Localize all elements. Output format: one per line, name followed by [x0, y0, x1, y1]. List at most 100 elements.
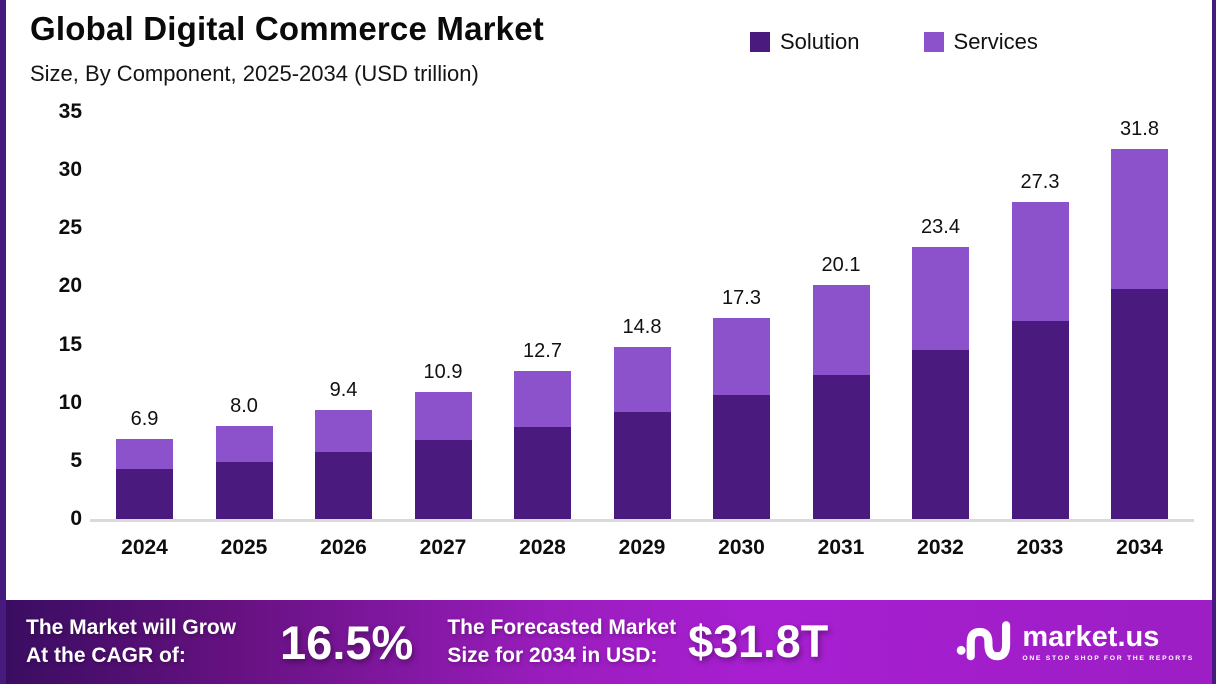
- bar-total-label: 20.1: [821, 254, 861, 277]
- bar-total-label: 14.8: [622, 315, 662, 338]
- bar-total-label: 17.3: [722, 286, 761, 309]
- bar-group-2032: 23.4: [912, 216, 969, 519]
- page-title: Global Digital Commerce Market: [30, 10, 544, 47]
- bar-chart: 0 5 10 15 20 25 30 35 6.9 8.0 9.4 10.9 12.7 14.8 17.3…: [59, 100, 1194, 560]
- segment-solution[interactable]: [1111, 288, 1168, 519]
- bar-group-2024: 6.9: [116, 408, 173, 519]
- segment-services[interactable]: [1011, 201, 1069, 322]
- segment-services[interactable]: [116, 438, 173, 469]
- x-tick-label: 2032: [917, 536, 964, 559]
- x-axis: 2024 2025 2026 2027 2028 2029 2030 2031 2032 2033…: [90, 536, 1194, 560]
- bar-total-label: 27.3: [1020, 170, 1060, 193]
- x-tick-label: 2029: [618, 536, 666, 559]
- y-tick-label: 0: [70, 507, 82, 530]
- y-tick-label: 35: [58, 100, 82, 123]
- chart-subtitle: Size, By Component, 2025-2034 (USD trill…: [30, 61, 479, 86]
- forecast-label-line1: The Forecasted Market: [447, 615, 677, 639]
- bar-group-2034: 31.8: [1111, 118, 1168, 519]
- bar-total-label: 6.9: [130, 407, 159, 430]
- brand-logo[interactable]: market.us ONE STOP SHOP FOR THE REPORTS: [956, 617, 1198, 668]
- stacked-bar-2028[interactable]: [514, 371, 571, 519]
- legend-swatch-services: [923, 32, 944, 52]
- segment-solution[interactable]: [514, 427, 571, 519]
- bar-total-label: 9.4: [329, 378, 358, 401]
- segment-services[interactable]: [1111, 149, 1168, 289]
- segment-services[interactable]: [215, 425, 273, 463]
- bar-total-label: 8.0: [230, 394, 258, 417]
- bar-group-2025: 8.0: [215, 394, 273, 519]
- legend: Solution Services: [750, 29, 1038, 55]
- segment-solution[interactable]: [414, 439, 472, 519]
- x-tick-label: 2027: [419, 536, 467, 559]
- forecast-label: The Forecasted Market Size for 2034 in U…: [447, 614, 676, 671]
- forecast-value: $31.8T: [688, 616, 829, 667]
- segment-solution[interactable]: [812, 374, 870, 519]
- forecast-label-line2: Size for 2034 in USD:: [447, 644, 658, 667]
- stacked-bar-2033[interactable]: [1011, 201, 1069, 519]
- bar-total-label: 10.9: [423, 361, 463, 384]
- bars: 6.9 8.0 9.4 10.9 12.7 14.8 17.3 20.1 23.4 27.3 31.…: [90, 112, 1194, 519]
- bar-group-2030: 17.3: [713, 287, 770, 519]
- stacked-bar-2030[interactable]: [713, 317, 770, 519]
- bar-group-2031: 20.1: [812, 254, 870, 519]
- stacked-bar-2024[interactable]: [116, 438, 173, 519]
- segment-solution[interactable]: [1011, 321, 1069, 519]
- y-axis: 0 5 10 15 20 25 30 35: [42, 100, 82, 530]
- bar-total-label: 12.7: [523, 340, 562, 363]
- cagr-value: 16.5%: [280, 615, 414, 669]
- chart-header: Global Digital Commerce Market Size, By …: [6, 0, 1212, 87]
- bar-total-label: 31.8: [1120, 118, 1159, 141]
- x-tick-label: 2033: [1016, 536, 1064, 559]
- y-tick-label: 30: [58, 158, 82, 182]
- segment-services[interactable]: [812, 285, 870, 375]
- y-tick-label: 20: [58, 274, 82, 298]
- plot-area: 0 5 10 15 20 25 30 35 6.9 8.0 9.4 10.9 12.7 14.8 17.3…: [59, 100, 1194, 530]
- y-tick-label: 25: [58, 216, 82, 240]
- segment-solution[interactable]: [315, 451, 372, 519]
- stacked-bar-2031[interactable]: [812, 285, 870, 519]
- segment-solution[interactable]: [613, 412, 671, 519]
- stacked-bar-2025[interactable]: [215, 425, 273, 519]
- stacked-bar-2026[interactable]: [315, 409, 372, 519]
- brand-tagline: ONE STOP SHOP FOR THE REPORTS: [1022, 654, 1194, 662]
- legend-label-services: Services: [953, 29, 1038, 54]
- segment-services[interactable]: [315, 409, 372, 452]
- brand-text: market.us ONE STOP SHOP FOR THE REPORTS: [1022, 620, 1194, 662]
- segment-services[interactable]: [613, 346, 671, 413]
- bar-group-2029: 14.8: [613, 315, 671, 519]
- bar-total-label: 23.4: [921, 215, 960, 238]
- x-tick-label: 2024: [121, 536, 168, 559]
- legend-item-solution[interactable]: Solution: [750, 29, 860, 55]
- stacked-bar-2027[interactable]: [414, 392, 472, 519]
- stacked-bar-2029[interactable]: [613, 346, 671, 519]
- y-tick-label: 5: [70, 448, 82, 472]
- x-tick-label: 2026: [320, 536, 367, 559]
- cagr-label-line1: The Market will Grow: [26, 615, 237, 639]
- segment-solution[interactable]: [912, 350, 969, 519]
- stacked-bar-2032[interactable]: [912, 246, 969, 519]
- segment-services[interactable]: [414, 392, 472, 440]
- marketus-logo-icon: [956, 617, 1012, 668]
- bar-group-2026: 9.4: [315, 379, 372, 519]
- cagr-label-line2: At the CAGR of:: [26, 644, 186, 667]
- segment-services[interactable]: [713, 317, 770, 395]
- stacked-bar-2034[interactable]: [1111, 149, 1168, 519]
- bar-group-2033: 27.3: [1011, 170, 1069, 519]
- segment-solution[interactable]: [215, 462, 273, 519]
- y-tick-label: 15: [58, 332, 82, 356]
- segment-solution[interactable]: [116, 469, 173, 519]
- y-tick-label: 10: [58, 390, 82, 414]
- segment-services[interactable]: [912, 246, 969, 351]
- x-tick-label: 2025: [220, 536, 268, 559]
- legend-item-services[interactable]: Services: [923, 29, 1038, 55]
- x-tick-label: 2034: [1116, 536, 1163, 559]
- legend-label-solution: Solution: [780, 29, 860, 54]
- segment-solution[interactable]: [713, 394, 770, 519]
- segment-services[interactable]: [514, 371, 571, 428]
- x-tick-label: 2030: [718, 536, 765, 559]
- bar-group-2027: 10.9: [414, 361, 472, 519]
- x-tick-label: 2028: [519, 536, 566, 559]
- cagr-label: The Market will Grow At the CAGR of:: [26, 614, 236, 671]
- brand-name: market.us: [1022, 620, 1160, 653]
